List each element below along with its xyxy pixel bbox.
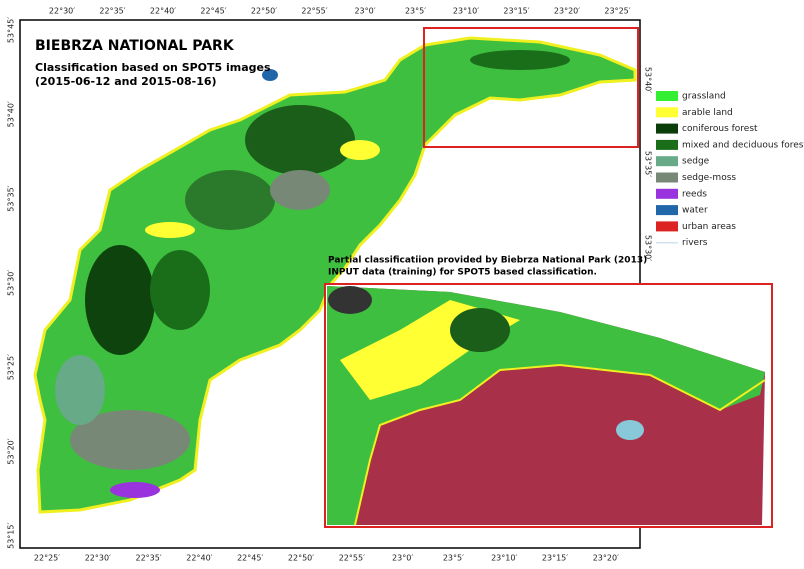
latitude-label: 53°15′ (7, 523, 16, 549)
longitude-label: 22°25′ (34, 554, 60, 563)
legend-label: arable land (682, 108, 733, 118)
longitude-label: 23°20′ (593, 554, 619, 563)
legend-swatch (656, 107, 678, 118)
longitude-label: 22°35′ (99, 7, 125, 16)
longitude-label: 23°0′ (354, 7, 375, 16)
longitude-label: 22°45′ (200, 7, 226, 16)
longitude-label: 23°20′ (554, 7, 580, 16)
longitude-label: 22°45′ (237, 554, 263, 563)
inset-locator (423, 27, 639, 148)
inset-caption: Partial classificatiion provided by Bieb… (328, 256, 647, 266)
legend-swatch (656, 156, 678, 167)
longitude-label: 22°40′ (186, 554, 212, 563)
legend-swatch (656, 188, 678, 199)
legend-swatch (656, 91, 678, 101)
longitude-label: 23°25′ (604, 7, 630, 16)
longitude-label: 22°30′ (49, 7, 75, 16)
latitude-label: 53°30′ (7, 270, 16, 296)
subtitle: (2015-06-12 and 2015-08-16) (35, 75, 217, 88)
longitude-label: 23°0′ (392, 554, 413, 563)
latitude-label: 53°20′ (7, 438, 16, 464)
longitude-label: 22°50′ (288, 554, 314, 563)
legend-label: rivers (682, 238, 708, 248)
legend-label: grassland (682, 92, 726, 102)
latitude-label: 53°45′ (7, 17, 16, 43)
legend-swatch (656, 172, 678, 183)
inset-caption: INPUT data (training) for SPOT5 based cl… (328, 268, 597, 278)
longitude-label: 23°10′ (491, 554, 517, 563)
land-cover-patches (55, 50, 570, 498)
longitude-label: 23°5′ (443, 554, 464, 563)
park-area (33, 36, 637, 514)
legend-swatch (656, 221, 678, 232)
legend-swatch (656, 139, 678, 150)
latitude-label: 53°35′ (644, 151, 653, 177)
longitude-label: 22°50′ (251, 7, 277, 16)
latitude-label: 53°30′ (644, 235, 653, 261)
legend-swatch (656, 205, 678, 216)
legend-label: sedge-moss (682, 173, 736, 183)
longitude-label: 23°10′ (453, 7, 479, 16)
subtitle: Classification based on SPOT5 images (35, 61, 271, 74)
longitude-label: 23°15′ (542, 554, 568, 563)
coordinate-labels: 22°30′ 22°35′ 22°40′ 22°45′ 22°50′ 22°55′ 23°0… (7, 7, 653, 563)
longitude-label: 22°55′ (301, 7, 327, 16)
longitude-label: 22°40′ (150, 7, 176, 16)
legend-label: urban areas (682, 222, 736, 232)
map-title: BIEBRZA NATIONAL PARK (35, 38, 235, 54)
legend-swatch (656, 123, 678, 134)
longitude-label: 22°30′ (85, 554, 111, 563)
legend-label: coniferous forest (682, 124, 758, 134)
legend-label: water (682, 206, 708, 216)
legend-label: reeds (682, 189, 707, 199)
latitude-label: 53°25′ (7, 354, 16, 380)
legend: grassland arable land coniferous forest mix… (656, 91, 804, 248)
latitude-label: 53°40′ (644, 67, 653, 93)
latitude-label: 53°40′ (7, 101, 16, 127)
legend-label: sedge (682, 157, 710, 167)
longitude-label: 22°55′ (339, 554, 365, 563)
legend-label: mixed and deciduous forest (682, 140, 804, 150)
longitude-label: 23°15′ (503, 7, 529, 16)
latitude-label: 53°35′ (7, 185, 16, 211)
longitude-label: 23°5′ (405, 7, 426, 16)
inset-map (324, 283, 773, 528)
longitude-label: 22°35′ (136, 554, 162, 563)
